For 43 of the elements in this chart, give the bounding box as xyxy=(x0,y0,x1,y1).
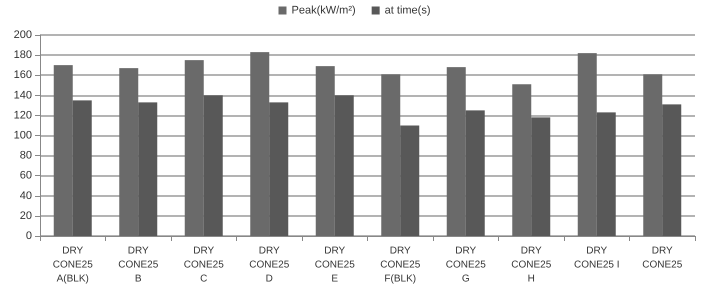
bar xyxy=(596,112,616,236)
x-tick-label: DRY CONE25 I xyxy=(574,246,620,270)
y-tick-label: 160 xyxy=(14,69,32,82)
y-tick-label: 120 xyxy=(14,109,32,122)
bar xyxy=(54,65,73,236)
x-tick-label: DRY CONE25 C xyxy=(184,246,224,284)
y-tick-label: 180 xyxy=(14,49,32,62)
bar xyxy=(531,117,550,236)
y-tick-label: 40 xyxy=(20,190,32,202)
x-tick-label: DRY CONE25 F(BLK) xyxy=(380,246,421,284)
y-tick-label: 60 xyxy=(20,170,32,182)
bar xyxy=(466,110,485,236)
x-tick-label: DRY CONE25 xyxy=(642,246,683,270)
bar xyxy=(381,74,400,236)
legend-label: Peak(kW/m²) xyxy=(292,4,356,16)
x-tick-label: DRY CONE25 D xyxy=(249,246,290,284)
y-tick-label: 200 xyxy=(14,29,32,41)
y-tick-label: 140 xyxy=(14,89,32,102)
bar xyxy=(269,102,288,236)
bar xyxy=(316,66,335,236)
x-tick-label: DRY CONE25 B xyxy=(118,246,159,284)
y-tick-label: 80 xyxy=(20,150,32,162)
bar xyxy=(446,67,466,236)
x-tick-label: DRY CONE25 A(BLK) xyxy=(52,246,94,284)
x-tick-label: DRY CONE25 G xyxy=(446,246,486,284)
bar xyxy=(204,95,223,236)
bar xyxy=(119,68,138,236)
bar xyxy=(138,102,158,236)
y-tick-label: 0 xyxy=(26,230,32,242)
bar xyxy=(72,100,92,236)
y-tick-label: 100 xyxy=(14,130,32,142)
bar xyxy=(334,95,354,236)
bar xyxy=(400,125,420,236)
bar xyxy=(512,84,532,236)
x-tick-label: DRY CONE25 E xyxy=(314,246,356,284)
y-tick-label: 20 xyxy=(20,210,32,222)
bar xyxy=(184,60,204,236)
bar xyxy=(662,104,682,236)
x-tick-label: DRY CONE25 H xyxy=(511,246,552,284)
bar xyxy=(643,74,662,236)
bar xyxy=(250,52,270,236)
bar xyxy=(578,53,597,236)
legend-label: at time(s) xyxy=(384,4,431,16)
